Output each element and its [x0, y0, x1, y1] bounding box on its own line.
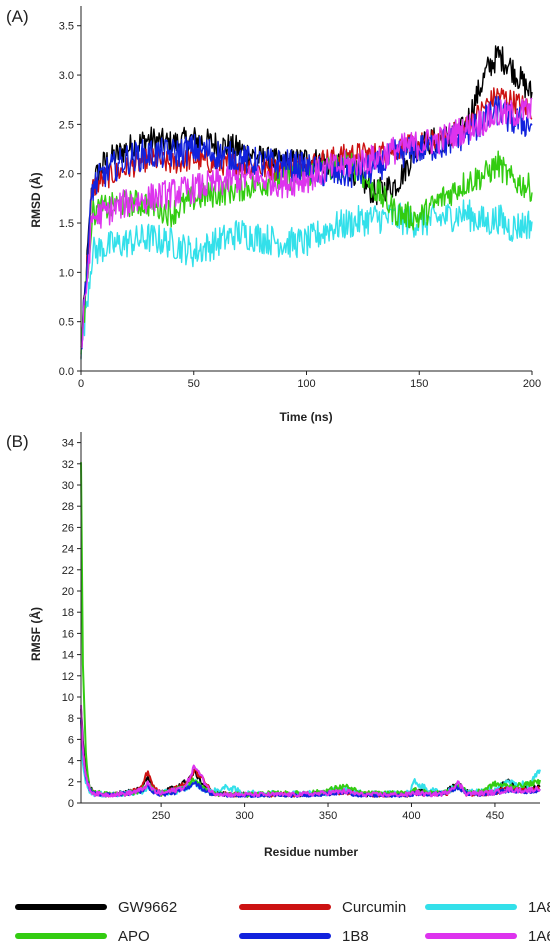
rmsd-y-tick-label: 1.0	[59, 267, 74, 279]
rmsf-y-tick-label: 34	[62, 438, 74, 450]
rmsd-y-tick-label: 0.0	[59, 366, 74, 378]
panel-b-label: (B)	[6, 432, 29, 451]
panel-a-label: (A)	[6, 7, 29, 26]
rmsf-x-tick-label: 300	[235, 810, 253, 822]
rmsf-y-tick-label: 20	[62, 586, 74, 598]
rmsf-series-apo	[80, 462, 541, 798]
rmsd-y-tick-label: 1.5	[59, 218, 74, 230]
rmsf-y-tick-label: 22	[62, 565, 74, 577]
rmsf-x-tick-label: 400	[402, 810, 420, 822]
rmsf-y-tick-label: 26	[62, 522, 74, 534]
rmsd-y-axis-label: RMSD (Å)	[28, 172, 43, 227]
rmsf-y-tick-label: 6	[68, 734, 74, 746]
legend-label-apo: APO	[118, 928, 150, 945]
rmsf-y-tick-label: 8	[68, 713, 74, 725]
rmsd-plot-area: 0 50 100 150 200 0.0 0.5 1.0 1.5 2.0 2.5 3.0 3.5	[59, 6, 541, 390]
rmsd-panel: (A) 0 50 100 150 200 0.0 0.5 1.0 1.5 2.0 2.5 3.0 3.5…	[6, 6, 541, 424]
rmsf-series-1a6	[80, 705, 541, 798]
rmsd-x-tick-label: 100	[297, 378, 315, 390]
rmsd-x-axis-label: Time (ns)	[279, 410, 332, 424]
rmsd-y-tick-label: 2.5	[59, 119, 74, 131]
rmsf-y-tick-label: 10	[62, 692, 74, 704]
legend-label-1a6: 1A6	[528, 928, 550, 945]
rmsf-y-tick-label: 0	[68, 798, 74, 810]
legend: GW9662 Curcumin 1A8 APO 1B8 1A6	[15, 899, 550, 945]
rmsf-y-tick-label: 14	[62, 650, 74, 662]
rmsd-series-curcumin	[80, 87, 533, 359]
rmsd-y-tick-label: 0.5	[59, 317, 74, 329]
rmsf-y-tick-label: 4	[68, 756, 74, 768]
rmsf-x-tick-label: 250	[152, 810, 170, 822]
rmsd-y-tick-label: 3.5	[59, 21, 74, 33]
rmsf-y-tick-label: 18	[62, 607, 74, 619]
rmsd-x-tick-label: 50	[188, 378, 200, 390]
rmsf-plot-area: 250 300 350 400 4500246810121416182022242628…	[62, 432, 541, 822]
rmsf-x-tick-label: 450	[486, 810, 504, 822]
rmsf-y-tick-label: 12	[62, 671, 74, 683]
rmsd-x-tick-label: 150	[410, 378, 428, 390]
rmsf-y-tick-label: 28	[62, 501, 74, 513]
rmsf-y-tick-label: 32	[62, 459, 74, 471]
rmsd-x-tick-label: 0	[78, 378, 84, 390]
rmsf-y-tick-label: 24	[62, 544, 74, 556]
rmsd-y-tick-label: 2.0	[59, 169, 74, 181]
legend-label-curcumin: Curcumin	[342, 899, 406, 916]
legend-label-1b8: 1B8	[342, 928, 369, 945]
rmsd-series-1a8	[80, 199, 533, 360]
rmsf-x-tick-label: 350	[319, 810, 337, 822]
legend-label-gw9662: GW9662	[118, 899, 177, 916]
rmsf-panel: (B) 250 300 350 400 450024681012141618202224…	[6, 432, 541, 859]
rmsf-y-tick-label: 30	[62, 480, 74, 492]
rmsd-y-tick-label: 3.0	[59, 70, 74, 82]
rmsf-y-tick-label: 2	[68, 777, 74, 789]
rmsf-series-gw9662	[80, 708, 541, 798]
rmsd-series-1a6	[80, 97, 533, 348]
legend-label-1a8: 1A8	[528, 899, 550, 916]
rmsf-y-axis-label: RMSF (Å)	[28, 607, 43, 661]
rmsf-x-axis-label: Residue number	[264, 845, 358, 859]
rmsf-y-tick-label: 16	[62, 628, 74, 640]
rmsd-x-tick-label: 200	[523, 378, 541, 390]
